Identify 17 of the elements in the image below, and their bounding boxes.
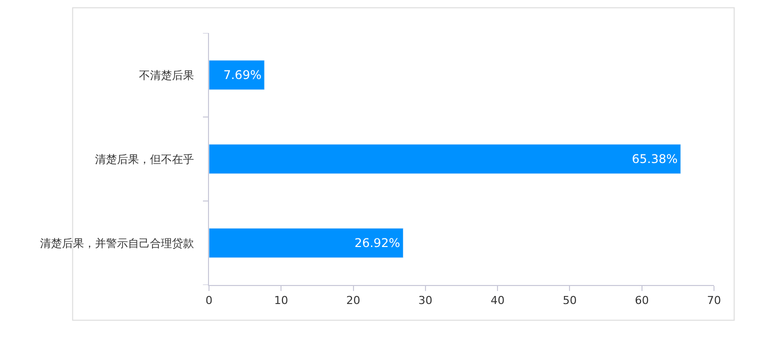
y-tick-label: 清楚后果，但不在乎 (94, 152, 194, 166)
data-label: 7.69% (223, 68, 262, 82)
bar (209, 144, 681, 174)
x-tick-label: 70 (707, 294, 721, 308)
x-tick-label: 60 (634, 294, 649, 308)
x-tick-label: 30 (418, 294, 432, 308)
data-label: 65.38% (632, 152, 678, 166)
data-label: 26.92% (354, 236, 400, 250)
bar (209, 60, 265, 90)
bar (209, 228, 404, 258)
x-tick-label: 0 (206, 294, 212, 308)
y-tick-label: 不清楚后果 (138, 68, 194, 82)
y-tick-label: 清楚后果，并警示自己合理贷款 (40, 236, 194, 250)
x-tick-label: 40 (490, 294, 505, 308)
x-tick-label: 20 (346, 294, 360, 308)
x-tick-label: 10 (274, 294, 288, 308)
x-tick-label: 50 (562, 294, 577, 308)
